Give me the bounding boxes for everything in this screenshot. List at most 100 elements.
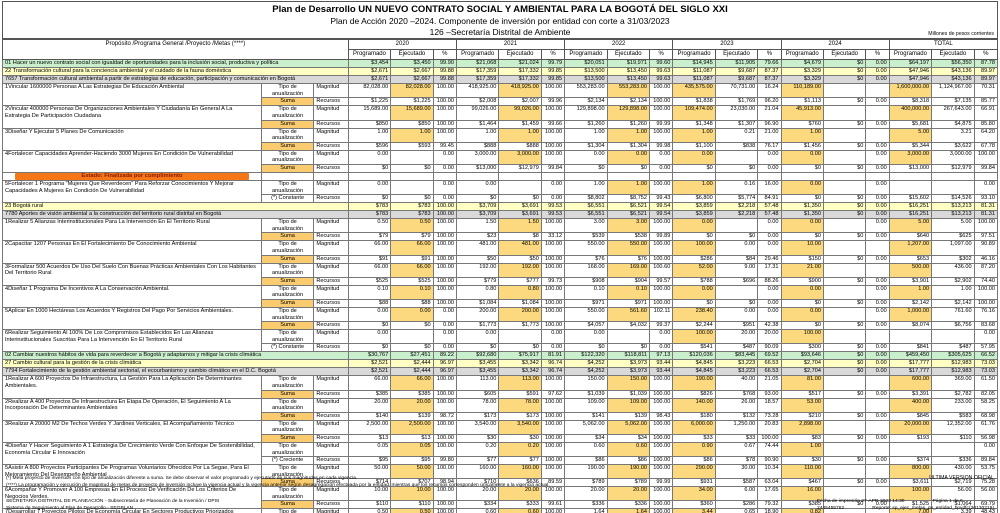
value-cell: 99.66 [540, 119, 566, 129]
meta-recursos-row: Suma Recursos $525 $525 100.00 $779 $777 99.73 $… [3, 276, 999, 286]
value-cell: 0.00 [865, 149, 890, 166]
value-cell: 93.44 [649, 359, 674, 369]
value-cell: 110,189.00 [780, 83, 824, 99]
value-cell: $19,971 [606, 59, 651, 69]
value-cell [390, 149, 434, 166]
meta-name: 5Asistir A 800 Proyectos Participantes D… [2, 464, 262, 488]
value-cell: 89.97 [973, 75, 999, 85]
tipo-anualizacion-value: Suma [260, 232, 315, 242]
value-cell: $2,244 [672, 321, 716, 331]
value-cell: 5.00 [888, 218, 933, 234]
value-cell: 73.03 [973, 359, 999, 369]
value-cell: 129,898.00 [606, 105, 651, 121]
value-cell: 3,000.00 [498, 149, 542, 166]
empty-cell [455, 172, 500, 182]
value-cell: 97.13 [649, 351, 674, 361]
value-cell: 100.00 [432, 119, 457, 129]
value-cell: $1,773 [498, 321, 542, 331]
empty-cell [313, 172, 349, 182]
value-cell: 0.00 [865, 359, 890, 369]
empty-cell [931, 172, 975, 182]
value-cell: 0.10 [347, 284, 392, 300]
value-cell: $971 [564, 298, 608, 308]
value-cell: 2,500.00 [390, 419, 434, 435]
tipo-anualizacion-value: Suma [260, 298, 315, 308]
value-cell: $900 [780, 276, 824, 286]
value-cell: 168.00 [564, 262, 608, 278]
tipo-anualizacion-label: Tipo de anualización [260, 218, 315, 234]
value-cell: 0.00 [973, 329, 999, 345]
meta-name: 2Vincular 400000 Personas De Organizacio… [2, 105, 262, 129]
value-cell: 99.63 [649, 75, 674, 85]
value-cell: 1.00 [498, 127, 542, 143]
value-cell: 100.00 [540, 375, 566, 391]
value-cell: 100.00 [432, 105, 457, 121]
value-cell: 0.00 [757, 240, 782, 256]
value-cell: 0.20 [498, 441, 542, 458]
value-cell: 0.50 [347, 218, 392, 234]
value-cell: $79 [347, 232, 392, 242]
value-cell: 21.00 [780, 262, 824, 278]
subcolumn-header: % [540, 49, 566, 61]
value-cell: 97.51 [973, 232, 999, 242]
value-cell: 18.90 [757, 508, 782, 513]
value-cell: $1,773 [455, 321, 500, 331]
value-cell: 0.00 [865, 306, 890, 323]
empty-cell [347, 172, 392, 182]
value-cell: 3,000.00 [888, 149, 933, 166]
value-cell: 1.50 [455, 218, 500, 234]
tipo-anualizacion-value: (*) Creciente [260, 456, 315, 466]
value-cell: 1.00 [390, 127, 434, 143]
meta-magnitud-row: 4Diseñar 1 Programa De Incentivos A La C… [2, 284, 999, 308]
value-cell: 0.10 [564, 284, 608, 300]
tipo-anualizacion-value: Suma [260, 164, 315, 174]
value-cell: 0.00 [780, 306, 824, 323]
value-cell: 12,352.00 [931, 419, 975, 435]
value-cell: 100.00 [432, 397, 457, 413]
value-cell: $11,905 [714, 59, 759, 69]
value-cell [822, 218, 867, 234]
value-cell: $17,359 [455, 75, 500, 85]
value-cell: $180 [672, 411, 716, 421]
page-subtitle: Plan de Acción 2020 –2024. Componente de… [330, 15, 670, 26]
value-cell: $838 [714, 141, 759, 151]
value-cell: $13,000 [888, 164, 933, 174]
tipo-anualizacion-value: Suma [260, 411, 315, 421]
value-cell: 0.00 [865, 276, 890, 286]
value-cell: $132 [714, 411, 759, 421]
subcolumn-header: % [432, 49, 457, 61]
value-cell: 52.00 [672, 262, 716, 278]
value-cell: $0 [347, 194, 392, 204]
value-cell: 66.53 [757, 367, 782, 377]
value-cell: 100.00 [540, 508, 566, 513]
value-cell: 29.46 [757, 254, 782, 264]
value-cell: 0.16 [714, 180, 759, 196]
year-header: 2022 [564, 39, 674, 51]
value-cell: $47,946 [888, 75, 933, 85]
value-cell: $908 [564, 276, 608, 286]
value-cell: $86 [672, 456, 716, 466]
value-cell: $0 [672, 232, 716, 242]
value-cell: 99.73 [540, 276, 566, 286]
value-cell: 3,540.00 [455, 419, 500, 435]
value-cell: 0.00 [973, 441, 999, 458]
empty-cell [564, 172, 608, 182]
value-cell: 99.98 [649, 141, 674, 151]
value-cell: $1,260 [564, 119, 608, 129]
value-cell: 69.52 [757, 351, 782, 361]
value-cell: 0.00 [649, 164, 674, 174]
value-cell: 1.00 [606, 180, 651, 196]
value-cell: 553,283.00 [564, 83, 608, 99]
value-cell: $83,445 [714, 351, 759, 361]
value-cell [390, 329, 434, 345]
value-cell: 0.00 [564, 149, 608, 166]
value-cell: 96.90 [757, 119, 782, 129]
value-cell [865, 83, 890, 99]
tipo-anualizacion-value: Suma [260, 119, 315, 129]
value-cell: $6,521 [606, 202, 651, 212]
value-cell: 761.60 [931, 306, 975, 323]
value-cell: $0 [347, 321, 392, 331]
value-cell: $0 [822, 210, 867, 220]
value-cell: $1,307 [714, 119, 759, 129]
value-cell: 100.00 [780, 329, 824, 345]
